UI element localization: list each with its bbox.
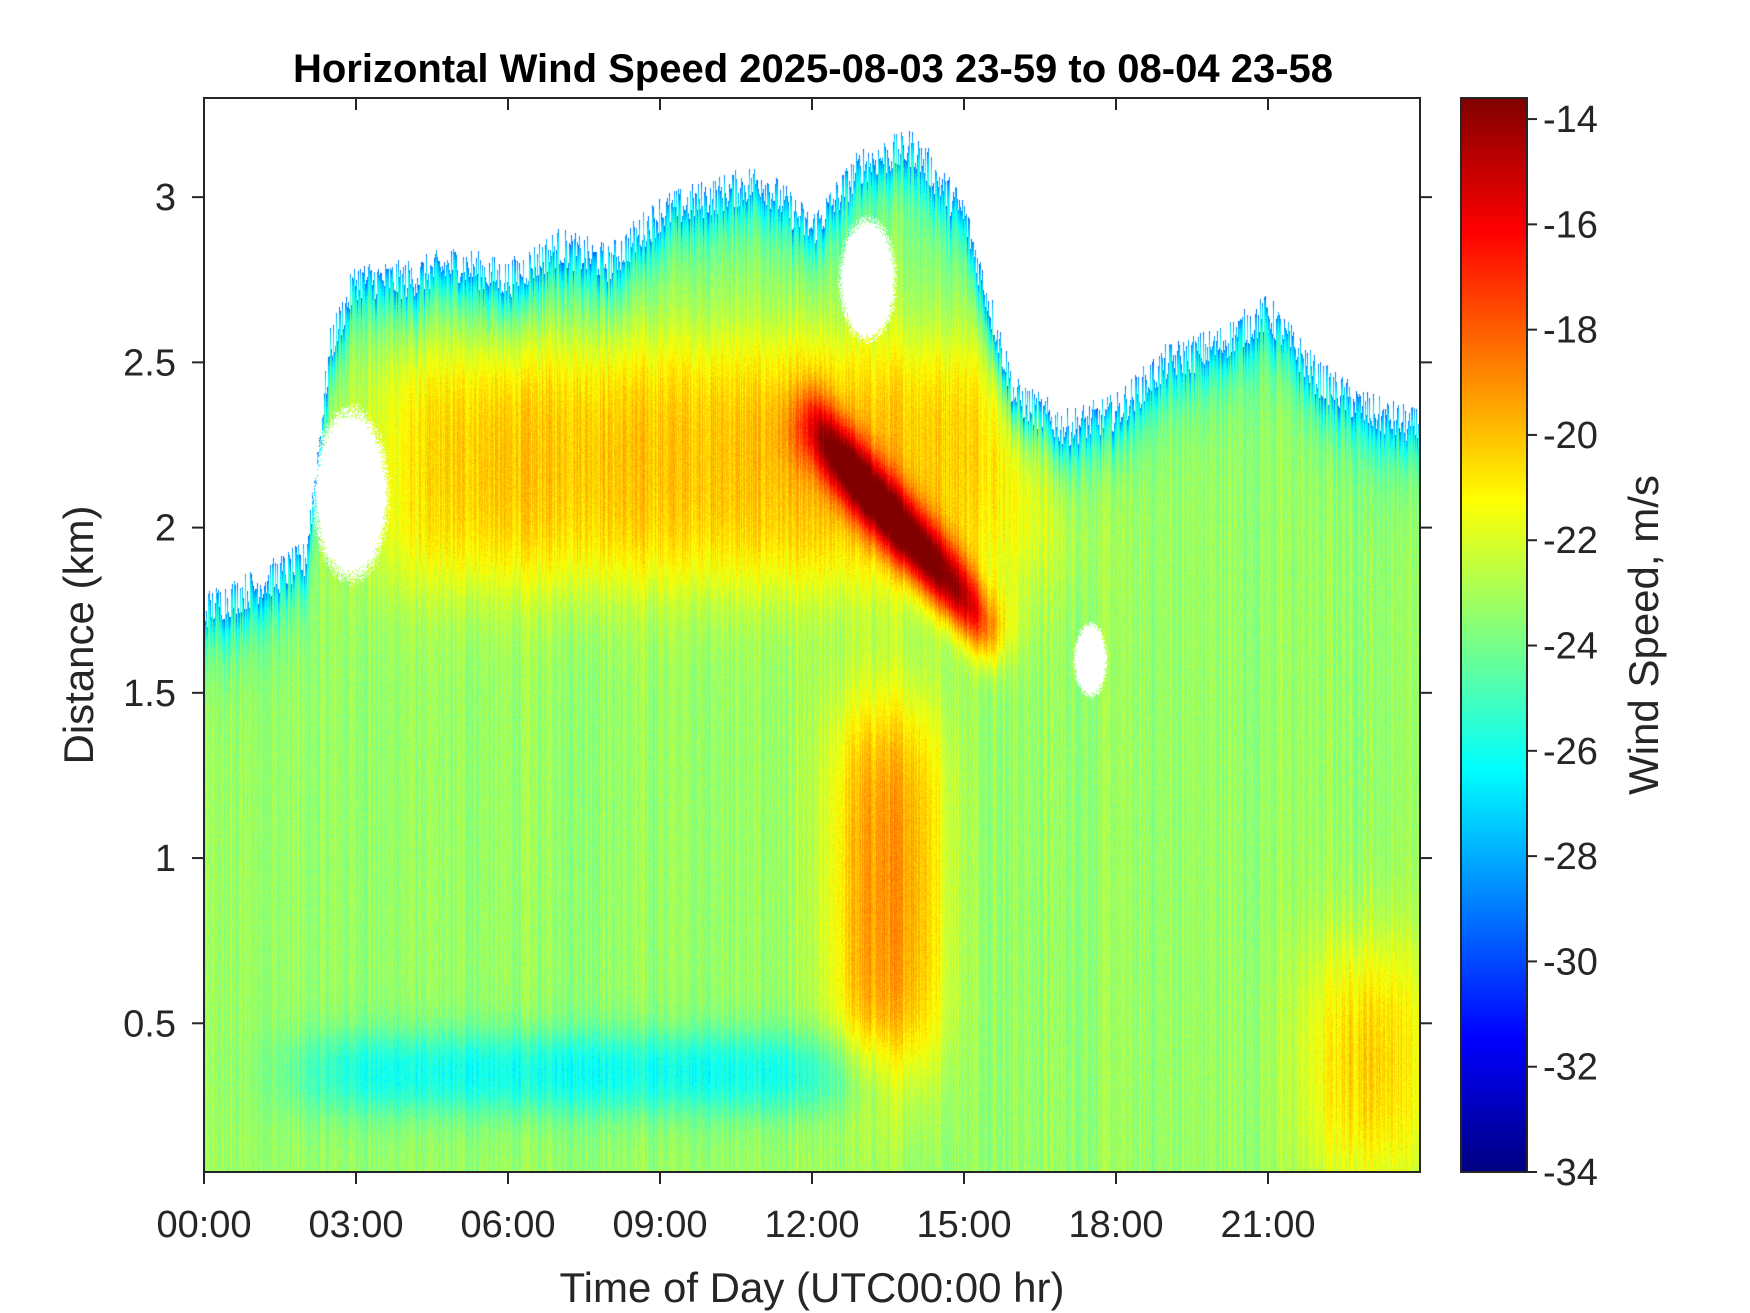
y-tick-label: 2	[155, 508, 176, 550]
colorbar-tick-label: -32	[1543, 1047, 1598, 1089]
y-axis-label: Distance (km)	[55, 505, 102, 764]
y-tick-label: 2.5	[123, 342, 176, 384]
x-tick-label: 15:00	[916, 1204, 1011, 1246]
x-tick-label: 18:00	[1068, 1204, 1163, 1246]
x-tick-label: 03:00	[308, 1204, 403, 1246]
y-tick-label: 1.5	[123, 673, 176, 715]
colorbar-tick-label: -24	[1543, 626, 1598, 668]
colorbar-tick-label: -18	[1543, 310, 1598, 352]
x-tick-label: 09:00	[612, 1204, 707, 1246]
colorbar-ticks: -14 -16 -18 -20 -22 -24 -26 -28 -30 -32 -34	[1527, 99, 1598, 1194]
colorbar-label: Wind Speed, m/s	[1620, 475, 1667, 795]
y-tick-label: 3	[155, 177, 176, 219]
x-tick-label: 12:00	[764, 1204, 859, 1246]
colorbar-tick-label: -16	[1543, 204, 1598, 246]
colorbar-tick-label: -22	[1543, 520, 1598, 562]
colorbar-tick-label: -26	[1543, 731, 1598, 773]
colorbar-tick-label: -30	[1543, 941, 1598, 983]
chart-title: Horizontal Wind Speed 2025-08-03 23-59 t…	[293, 47, 1333, 91]
y-tick-label: 0.5	[123, 1003, 176, 1045]
heatmap-image	[204, 98, 1420, 1172]
x-tick-label: 06:00	[460, 1204, 555, 1246]
x-axis-label: Time of Day (UTC00:00 hr)	[560, 1264, 1065, 1311]
colorbar-tick-label: -14	[1543, 99, 1598, 141]
colorbar	[1460, 97, 1528, 1173]
x-tick-label: 00:00	[156, 1204, 251, 1246]
y-tick-label: 1	[155, 838, 176, 880]
x-tick-label: 21:00	[1220, 1204, 1315, 1246]
colorbar-tick-label: -20	[1543, 415, 1598, 457]
colorbar-tick-label: -28	[1543, 836, 1598, 878]
colorbar-tick-label: -34	[1543, 1152, 1598, 1194]
x-axis-ticks: 00:00 03:00 06:00 09:00 12:00 15:00 18:00 21:00	[156, 98, 1316, 1246]
y-axis-ticks: 0.5 1 1.5 2 2.5 3	[123, 177, 1432, 1045]
